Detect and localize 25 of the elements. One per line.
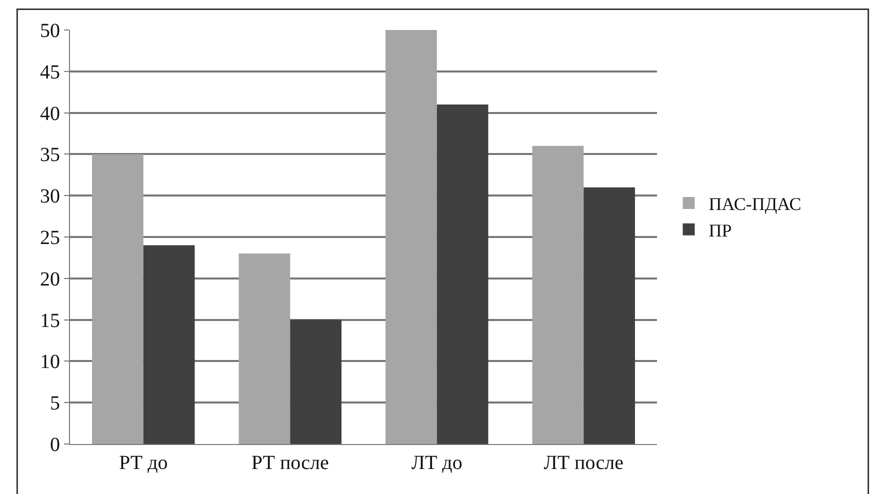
x-tick-label: РТ после bbox=[251, 452, 330, 474]
x-tick-label: РТ до bbox=[118, 452, 168, 474]
y-tick-label: 0 bbox=[50, 434, 60, 456]
bar bbox=[238, 254, 290, 444]
y-tick-label: 30 bbox=[40, 186, 60, 208]
y-tick-label: 20 bbox=[40, 268, 60, 290]
y-tick-label: 25 bbox=[40, 227, 60, 249]
bar bbox=[386, 30, 437, 444]
x-tick-label: ЛТ после bbox=[544, 452, 624, 474]
y-tick-label: 50 bbox=[40, 20, 60, 42]
y-tick-label: 10 bbox=[40, 351, 60, 374]
bar bbox=[532, 146, 584, 444]
legend-label: ПР bbox=[708, 220, 732, 240]
x-tick-label: ЛТ до bbox=[411, 452, 462, 474]
y-tick-label: 35 bbox=[40, 144, 60, 166]
y-tick-label: 40 bbox=[40, 102, 60, 125]
y-tick-label: 15 bbox=[40, 310, 60, 332]
legend-label: ПАС-ПДАС bbox=[708, 194, 802, 214]
y-tick-label: 45 bbox=[40, 61, 60, 84]
bar bbox=[290, 320, 342, 444]
y-tick-label: 5 bbox=[50, 392, 60, 415]
bar bbox=[143, 245, 195, 444]
bar bbox=[92, 154, 144, 444]
bar bbox=[584, 187, 635, 444]
bar bbox=[436, 104, 488, 444]
